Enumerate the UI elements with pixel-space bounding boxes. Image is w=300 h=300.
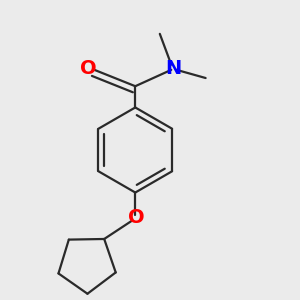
Text: N: N: [165, 59, 181, 78]
Text: O: O: [128, 208, 145, 226]
Text: O: O: [80, 59, 96, 78]
